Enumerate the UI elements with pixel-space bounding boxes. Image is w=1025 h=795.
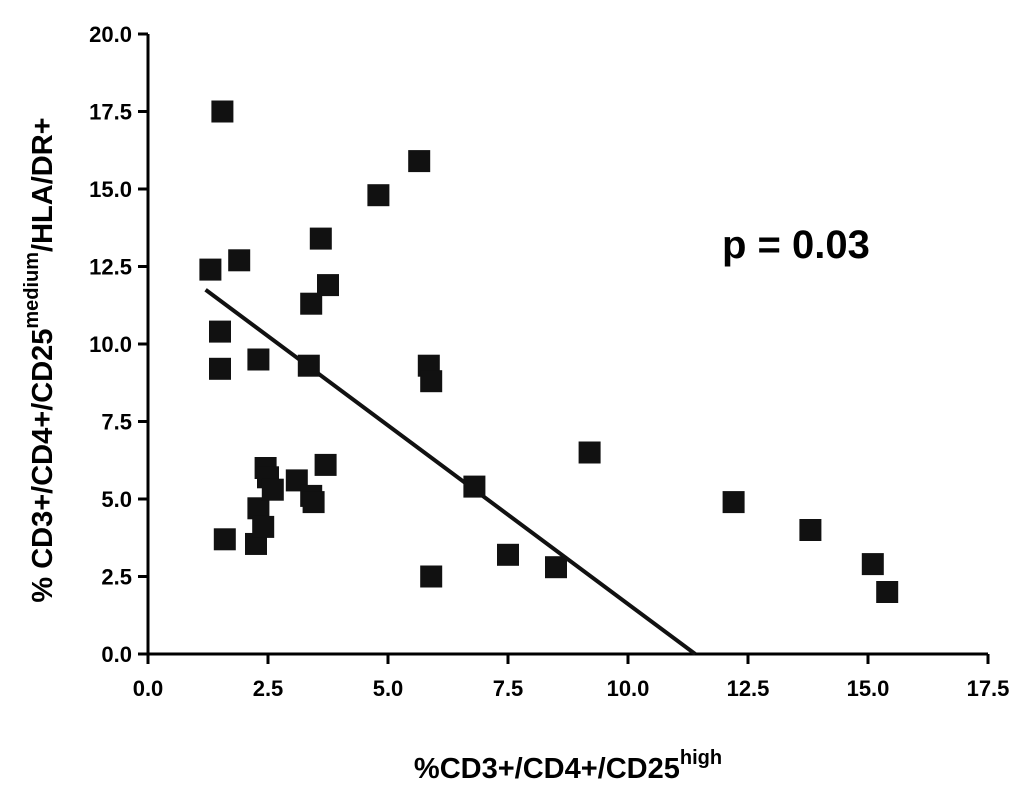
data-point — [247, 348, 270, 371]
y-tick-label: 17.5 — [89, 100, 132, 125]
data-points — [199, 100, 899, 603]
data-point — [876, 581, 899, 603]
x-tick-label: 5.0 — [373, 676, 404, 701]
y-axis-label: % CD3+/CD4+/CD25medium/HLA/DR+ — [21, 117, 59, 602]
y-tick-label: 15.0 — [89, 177, 132, 202]
x-tick-label: 15.0 — [847, 676, 890, 701]
y-axis-label-suffix: /HLA/DR+ — [27, 117, 59, 252]
y-axis-label-superscript: medium — [21, 252, 43, 329]
data-point — [252, 515, 275, 538]
data-point — [213, 528, 236, 551]
y-tick-label: 10.0 — [89, 332, 132, 357]
data-point — [722, 491, 745, 514]
data-point — [578, 441, 601, 464]
data-point — [247, 497, 270, 520]
data-point — [309, 227, 332, 250]
x-tick-label: 17.5 — [967, 676, 1010, 701]
data-point — [314, 453, 337, 476]
data-point — [317, 274, 339, 297]
data-point — [302, 491, 325, 514]
x-axis-label-main: %CD3+/CD4+/CD25 — [414, 753, 680, 785]
data-point — [497, 543, 519, 566]
data-point — [463, 475, 486, 498]
data-point — [408, 150, 431, 173]
regression-line — [204, 288, 697, 656]
data-point — [297, 354, 320, 377]
data-point — [209, 357, 231, 380]
data-point — [861, 553, 884, 576]
y-tick-label: 2.5 — [101, 565, 132, 590]
x-tick-label: 2.5 — [253, 676, 284, 701]
data-point — [367, 184, 390, 207]
fit-line-group — [204, 288, 697, 656]
y-tick-label: 5.0 — [101, 487, 132, 512]
y-axis-label-main: % CD3+/CD4+/CD25 — [27, 329, 59, 603]
x-tick-label: 7.5 — [493, 676, 524, 701]
y-tick-label: 7.5 — [101, 410, 132, 435]
y-tick-label: 20.0 — [89, 22, 132, 47]
ticks: 0.0 2.5 5.0 7.5 10.0 12.5 15.0 17.5 0.0 2.5 5.0 7.5… — [89, 22, 1009, 701]
p-value-annotation: p = 0.03 — [722, 223, 870, 267]
data-point — [545, 556, 567, 579]
data-point — [799, 519, 822, 541]
data-point — [199, 258, 222, 281]
data-point — [211, 100, 234, 123]
x-axis-label-superscript: high — [680, 747, 722, 769]
x-tick-label: 12.5 — [727, 676, 770, 701]
x-tick-label: 10.0 — [607, 676, 650, 701]
x-tick-label: 0.0 — [133, 676, 164, 701]
data-point — [261, 478, 284, 501]
data-point — [300, 292, 323, 315]
y-tick-label: 0.0 — [101, 642, 132, 667]
data-point — [420, 565, 443, 588]
x-axis-label: %CD3+/CD4+/CD25high — [414, 747, 722, 785]
y-tick-label: 12.5 — [89, 255, 132, 280]
data-point — [209, 320, 231, 343]
data-point — [245, 532, 267, 555]
data-point — [228, 249, 251, 272]
data-point — [420, 370, 443, 393]
